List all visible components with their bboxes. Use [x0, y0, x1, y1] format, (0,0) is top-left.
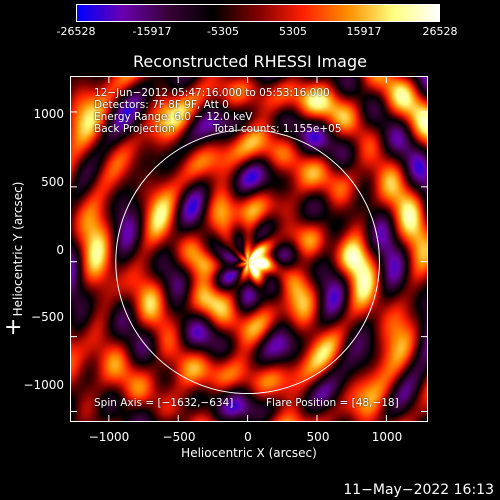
- annotation-flare-position: Flare Position = [48,−18]: [266, 397, 399, 409]
- x-tick-label: 0: [244, 430, 252, 444]
- x-axis-label: Heliocentric X (arcsec): [181, 446, 317, 460]
- y-tick-label: 1000: [33, 107, 64, 121]
- colorbar: [76, 4, 440, 22]
- heatmap-image: [70, 76, 428, 422]
- x-tick-label: 1000: [371, 430, 403, 444]
- colorbar-tick-label: -26528: [56, 25, 96, 38]
- x-tick-label: −500: [162, 430, 196, 444]
- annotation-time-range: 12−Jun−2012 05:47:16.000 to 05:53:16.000: [94, 87, 330, 99]
- x-tick-label: −1000: [88, 430, 130, 444]
- colorbar-tick-label: -15917: [132, 25, 172, 38]
- colorbar-tick-label: -5305: [207, 25, 239, 38]
- plot-overlay: [70, 76, 428, 422]
- plus-marker: +: [4, 315, 23, 340]
- x-tick-label: 500: [306, 430, 330, 444]
- annotation-spin-axis: Spin Axis = [−1632,−634]: [94, 397, 234, 409]
- y-tick-label: 500: [41, 175, 64, 189]
- axis-ticks: [70, 76, 428, 422]
- colorbar-tick-label: 5305: [279, 25, 307, 38]
- annotation-energy-range: Energy Range: 6.0 − 12.0 keV: [94, 111, 253, 123]
- colorbar-tick-label: 26528: [422, 25, 458, 38]
- annotation-total-counts: Total counts: 1.155e+05: [213, 123, 342, 135]
- solar-limb-circle: [115, 129, 380, 395]
- colorbar-tick-label: 15917: [346, 25, 382, 38]
- timestamp: 11−May−2022 16:13: [343, 482, 494, 498]
- annotation-method: Back Projection: [94, 123, 175, 135]
- chart-title: Reconstructed RHESSI Image: [133, 52, 367, 71]
- annotation-detectors: Detectors: 7F 8F 9F, Att 0: [94, 99, 229, 111]
- y-tick-label: −500: [31, 310, 64, 324]
- plot-area: 12−Jun−2012 05:47:16.000 to 05:53:16.000…: [70, 76, 428, 422]
- y-axis-label: Heliocentric Y (arcsec): [11, 181, 25, 317]
- y-tick-label: −1000: [23, 378, 64, 392]
- y-tick-label: 0: [56, 243, 64, 257]
- plot-frame: [70, 76, 428, 422]
